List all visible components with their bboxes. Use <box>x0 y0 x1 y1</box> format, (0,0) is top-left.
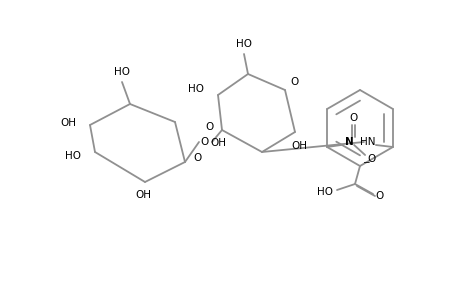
Text: HO: HO <box>188 84 203 94</box>
Text: HO: HO <box>316 187 332 197</box>
Text: HO: HO <box>235 39 252 49</box>
Text: O: O <box>348 113 357 123</box>
Text: OH: OH <box>210 138 225 148</box>
Text: OH: OH <box>291 141 306 151</box>
Text: OH: OH <box>134 190 151 200</box>
Text: −: − <box>362 158 369 166</box>
Text: HN: HN <box>359 137 375 147</box>
Text: O: O <box>193 153 202 163</box>
Text: N: N <box>344 137 353 147</box>
Text: O: O <box>206 122 213 132</box>
Text: O: O <box>366 154 375 164</box>
Text: O: O <box>201 137 209 147</box>
Text: HO: HO <box>65 151 81 161</box>
Text: HO: HO <box>114 67 130 77</box>
Text: OH: OH <box>60 118 76 128</box>
Text: O: O <box>290 77 298 87</box>
Text: O: O <box>375 191 383 201</box>
